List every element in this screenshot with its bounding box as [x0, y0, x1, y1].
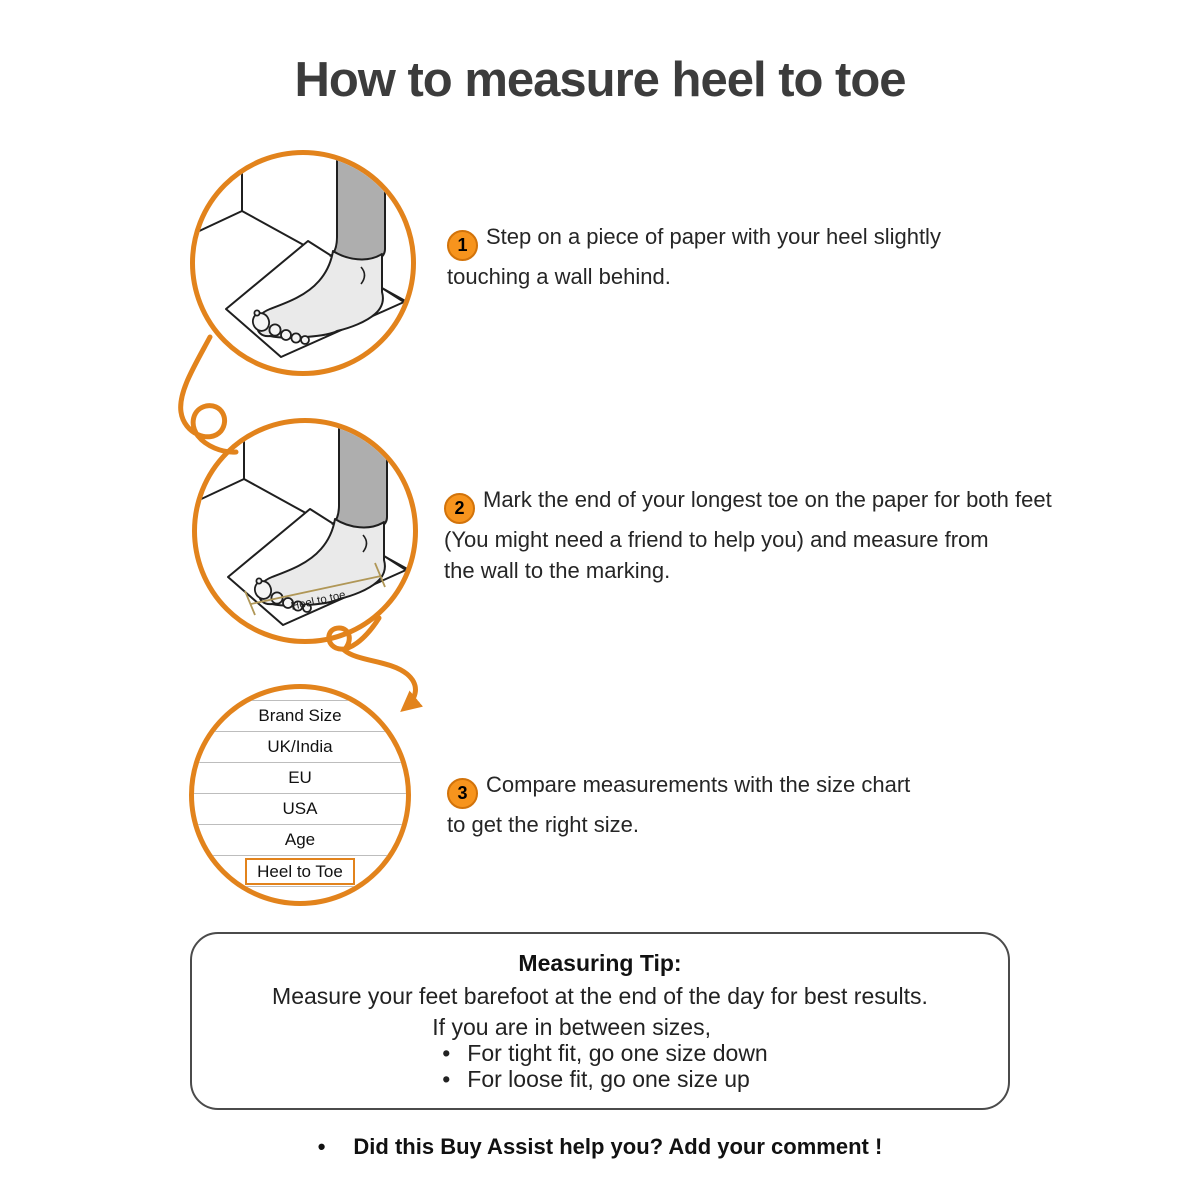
step-2-illustration-circle: Heel to toe	[192, 418, 418, 644]
page-title: How to measure heel to toe	[294, 53, 906, 107]
ankle-mark	[360, 266, 366, 285]
heel-to-toe-highlight-box: Heel to Toe	[245, 857, 355, 885]
size-chart-row-uk-india: UK/India	[194, 731, 406, 762]
foot-shape	[256, 250, 384, 339]
measurement-line	[244, 562, 386, 616]
toes	[253, 577, 312, 613]
measuring-tip-title: Measuring Tip:	[518, 950, 682, 976]
measuring-tip-line: Measure your feet barefoot at the end of…	[272, 983, 928, 1009]
bullet-icon: •	[442, 1066, 451, 1092]
ankle-mark	[362, 534, 368, 553]
foot-measure-illustration: Heel to toe	[197, 423, 412, 626]
step-1-text: 1 Step on a piece of paper with your heel…	[447, 224, 941, 289]
size-chart-row-eu: EU	[194, 762, 406, 793]
size-chart-bottom-divider	[194, 886, 406, 887]
size-chart-row-heel-to-toe: Heel to Toe	[194, 855, 406, 886]
measuring-tip-between-sizes: If you are in between sizes,	[432, 1014, 711, 1040]
foot-shape	[258, 518, 386, 607]
tip-bullet-item-tight-fit: • For tight fit, go one size down	[442, 1040, 768, 1066]
step-2-badge: 2	[444, 493, 475, 524]
measuring-tip-sizes-group: If you are in between sizes, • For tight…	[432, 1014, 767, 1092]
foot-on-paper-illustration	[195, 155, 410, 358]
measuring-tip-box: Measuring Tip: Measure your feet barefoo…	[190, 932, 1010, 1110]
step-3-badge: 3	[447, 778, 478, 809]
tip-bullet-item-loose-fit: • For loose fit, go one size up	[442, 1066, 750, 1092]
step-2-text: 2 Mark the end of your longest toe on the…	[444, 487, 1052, 583]
leg-shape	[329, 155, 386, 264]
footer-note-text: Did this Buy Assist help you? Add your c…	[353, 1134, 883, 1159]
size-chart-circle: Brand Size UK/India EU USA Age Heel to T…	[189, 684, 411, 906]
leg-shape	[331, 423, 388, 532]
step-3-text: 3 Compare measurements with the size char…	[447, 772, 911, 837]
connector-squiggle-1	[178, 334, 239, 455]
size-chart-row-age: Age	[194, 824, 406, 855]
size-chart-rows: Brand Size UK/India EU USA Age Heel to T…	[194, 700, 406, 887]
bullet-icon: •	[317, 1134, 326, 1159]
step-1-badge: 1	[447, 230, 478, 261]
toes	[251, 309, 310, 345]
footer-note: • Did this Buy Assist help you? Add your…	[0, 1134, 1200, 1160]
size-chart-row-usa: USA	[194, 793, 406, 824]
size-chart-row-brand-size: Brand Size	[194, 700, 406, 731]
step-1-illustration-circle	[190, 150, 416, 376]
bullet-icon: •	[442, 1040, 451, 1066]
